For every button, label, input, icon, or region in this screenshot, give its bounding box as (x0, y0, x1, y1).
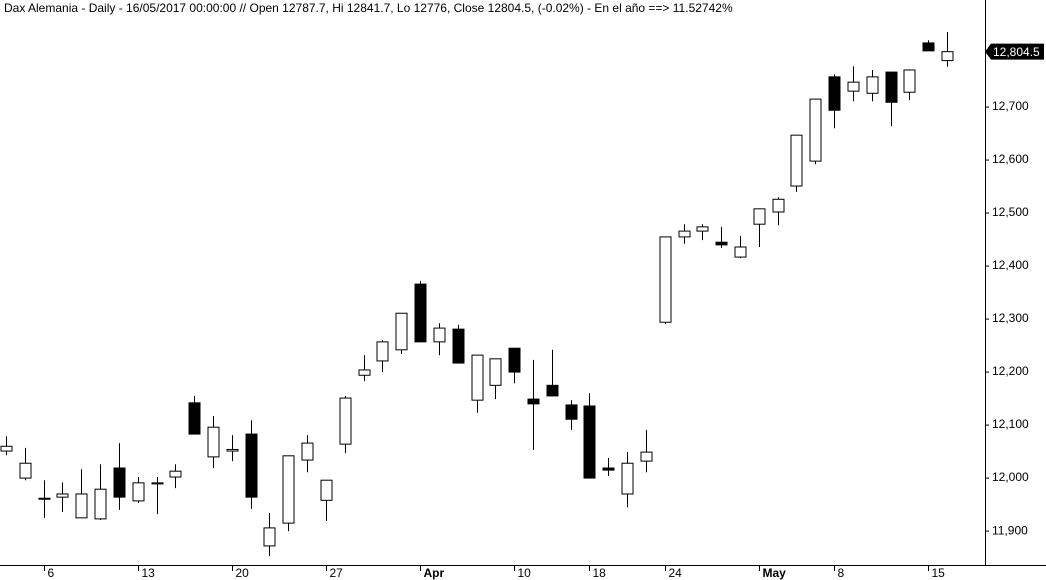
candle-body (207, 426, 220, 458)
candle-body (94, 488, 107, 520)
y-tick-label: 11,900 (992, 523, 1028, 537)
y-tick-label: 12,000 (992, 470, 1029, 484)
candle-body (414, 283, 427, 343)
candle-body (885, 71, 898, 103)
candle-body (19, 462, 32, 479)
candle-body (809, 98, 822, 162)
candle-body (433, 327, 446, 343)
candle-body (113, 467, 126, 498)
candle-body (301, 442, 314, 461)
candle-body (941, 51, 954, 62)
candle-body (621, 462, 634, 495)
candle-body (395, 312, 408, 351)
y-tick-label: 12,300 (992, 311, 1029, 325)
last-price-label: 12,804.5 (993, 45, 1040, 59)
candle-body (696, 226, 709, 232)
candle-body (132, 482, 145, 502)
candle-body (922, 42, 935, 52)
x-tick-label: May (763, 566, 787, 580)
y-tick-label: 12,200 (992, 364, 1029, 378)
candle-body (0, 445, 13, 452)
candle-body (828, 76, 841, 111)
candle-body (678, 230, 691, 238)
candle-body (169, 470, 182, 478)
candle-body (734, 246, 747, 258)
candle-body (75, 493, 88, 519)
candle-body (56, 493, 69, 498)
x-tick-label: 10 (518, 566, 532, 580)
candle-body (508, 347, 521, 373)
candle-body (565, 404, 578, 420)
x-tick-label: 27 (330, 566, 344, 580)
candle-body (151, 482, 164, 485)
candle-body (527, 398, 540, 405)
x-tick-label: 20 (236, 566, 250, 580)
candle-body (38, 497, 51, 500)
candle-body (452, 328, 465, 364)
candle-body (659, 236, 672, 323)
chart-title: Dax Alemania - Daily - 16/05/2017 00:00:… (4, 1, 733, 15)
x-tick-label: 13 (142, 566, 156, 580)
y-tick-label: 12,500 (992, 205, 1029, 219)
candle-body (753, 208, 766, 225)
candle-body (640, 451, 653, 462)
y-tick-label: 12,400 (992, 258, 1029, 272)
candle-body (583, 405, 596, 479)
y-tick-label: 12,100 (992, 417, 1029, 431)
y-tick-label: 12,600 (992, 152, 1029, 166)
candle-body (847, 81, 860, 92)
candle-body (903, 69, 916, 93)
candle-body (602, 467, 615, 471)
candle-body (489, 358, 502, 386)
x-tick-label: Apr (424, 566, 445, 580)
candle-body (282, 455, 295, 524)
candle-body (226, 448, 239, 452)
x-tick-label: 6 (48, 566, 55, 580)
last-price-box (985, 43, 1044, 60)
candle-body (188, 402, 201, 435)
x-tick-label: 18 (593, 566, 607, 580)
candle-body (790, 134, 803, 187)
candle-body (263, 527, 276, 547)
x-tick-label: 15 (932, 566, 946, 580)
candle-body (320, 479, 333, 501)
candle-body (376, 341, 389, 362)
x-tick-label: 24 (669, 566, 683, 580)
candle-body (245, 433, 258, 498)
candle-body (715, 241, 728, 246)
y-tick-label: 12,700 (992, 99, 1029, 113)
x-tick-label: 8 (838, 566, 845, 580)
candle-body (471, 354, 484, 401)
candle-body (546, 384, 559, 397)
candle-body (866, 76, 879, 94)
candle-body (772, 198, 785, 213)
candle-body (358, 369, 371, 376)
candle-body (339, 397, 352, 445)
